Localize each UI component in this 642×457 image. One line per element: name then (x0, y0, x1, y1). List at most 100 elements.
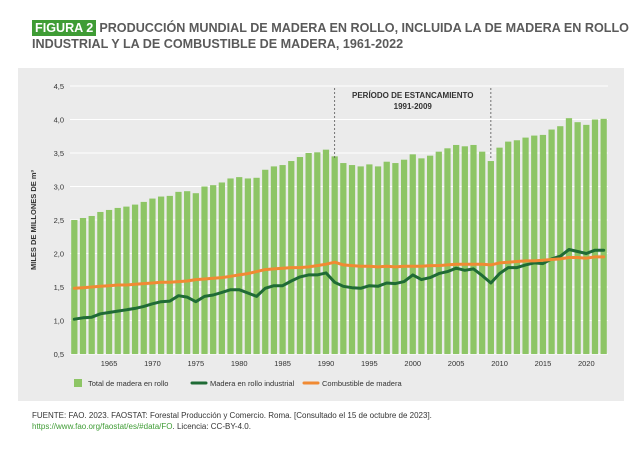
bar (105, 209, 113, 354)
chart-panel: PERÍODO DE ESTANCAMIENTO 1991-2009 0,5 1,… (18, 68, 624, 401)
bar (461, 146, 468, 354)
x-tick-label: 2020 (578, 359, 595, 368)
bar (322, 149, 330, 354)
bar (435, 151, 442, 354)
bar (175, 191, 182, 354)
bar (357, 166, 364, 354)
bar (279, 165, 286, 354)
bar (97, 211, 104, 354)
x-tick-label: 1995 (361, 359, 378, 368)
x-tick-label: 1980 (231, 359, 248, 368)
bar (400, 159, 408, 354)
bar (79, 217, 87, 354)
legend-fuel-label: Combustible de madera (322, 379, 402, 388)
bar (496, 147, 503, 354)
x-tick-label: 2000 (404, 359, 421, 368)
bar (305, 153, 312, 354)
y-tick-label: 4,5 (54, 82, 64, 91)
industrial-line (72, 248, 606, 321)
bar (487, 161, 494, 354)
bar (479, 151, 486, 354)
bar (374, 166, 382, 354)
bar-series (71, 118, 607, 355)
bar (88, 215, 95, 354)
y-tick-label: 2,0 (54, 250, 64, 259)
license-text: . Licencia: CC-BY-4.0. (172, 422, 251, 431)
chart-svg: PERÍODO DE ESTANCAMIENTO 1991-2009 0,5 1,… (29, 82, 608, 388)
stagnation-annotation: PERÍODO DE ESTANCAMIENTO 1991-2009 (334, 88, 492, 160)
x-tick-label: 1975 (187, 359, 204, 368)
bar (426, 155, 434, 354)
annotation-line-2: 1991-2009 (394, 102, 433, 111)
y-tick-label: 3,0 (54, 183, 64, 192)
y-tick-label: 4,0 (54, 116, 64, 125)
legend: Total de madera en rollo Madera en rollo … (74, 379, 402, 388)
bar (548, 129, 555, 354)
bar (149, 198, 156, 354)
bar (236, 177, 243, 354)
x-tick-label: 2005 (448, 359, 465, 368)
bar (296, 157, 304, 354)
bar (262, 169, 269, 354)
bar (253, 177, 260, 354)
bar (218, 182, 225, 354)
source-note: FUENTE: FAO. 2023. FAOSTAT: Forestal Pro… (32, 410, 632, 432)
bar (453, 144, 460, 354)
line-series (72, 248, 606, 321)
bar (574, 122, 581, 355)
x-tick-label: 2010 (491, 359, 508, 368)
bar (192, 193, 199, 354)
y-tick-labels: 0,5 1,0 1,5 2,0 2,5 3,0 3,5 4,0 4,5 (54, 82, 64, 359)
bar (513, 140, 521, 354)
x-tick-label: 1985 (274, 359, 291, 368)
y-axis-label: MILES DE MILLONES DE m³ (29, 170, 38, 271)
bar (314, 152, 321, 354)
y-tick-label: 2,5 (54, 216, 64, 225)
legend-total-label: Total de madera en rollo (88, 379, 168, 388)
y-tick-label: 1,0 (54, 317, 64, 326)
bar (583, 124, 590, 354)
bar (201, 186, 208, 354)
x-tick-label: 1965 (101, 359, 118, 368)
source-link[interactable]: https://www.fao.org/faostat/es/#data/FO (32, 422, 173, 431)
bar (123, 206, 130, 354)
legend-industrial-label: Madera en rollo industrial (210, 379, 295, 388)
bar (383, 161, 390, 354)
annotation-line-1: PERÍODO DE ESTANCAMIENTO (352, 91, 474, 100)
bar (114, 207, 121, 354)
bar (131, 204, 139, 354)
x-tick-label: 1990 (318, 359, 335, 368)
bar (366, 164, 373, 354)
bar (565, 118, 573, 354)
bar (522, 137, 529, 354)
bar (340, 163, 347, 354)
title-line-2: INDUSTRIAL Y LA DE COMBUSTIBLE DE MADERA… (32, 37, 404, 51)
bar (184, 191, 191, 354)
source-text: FUENTE: FAO. 2023. FAOSTAT: Forestal Pro… (32, 411, 432, 420)
y-tick-label: 3,5 (54, 149, 64, 158)
bar (392, 163, 399, 354)
bar (210, 185, 217, 354)
bar (157, 196, 165, 354)
bar (331, 156, 338, 354)
bar (600, 118, 607, 354)
bar (557, 126, 564, 354)
bar (409, 154, 416, 354)
y-tick-label: 1,5 (54, 283, 64, 292)
bar (505, 141, 512, 354)
bar (270, 166, 278, 354)
bar (348, 165, 356, 354)
y-tick-label: 0,5 (54, 350, 64, 359)
bar (418, 158, 425, 354)
title-line-1: PRODUCCIÓN MUNDIAL DE MADERA EN ROLLO, I… (99, 21, 629, 35)
figure-label: FIGURA 2 (32, 20, 97, 36)
bar (288, 161, 295, 354)
bar (531, 135, 538, 354)
bar (444, 148, 451, 354)
bar (539, 134, 547, 354)
bar (591, 119, 599, 354)
x-tick-label: 1970 (144, 359, 161, 368)
bar (227, 178, 234, 354)
x-tick-label: 2015 (535, 359, 552, 368)
